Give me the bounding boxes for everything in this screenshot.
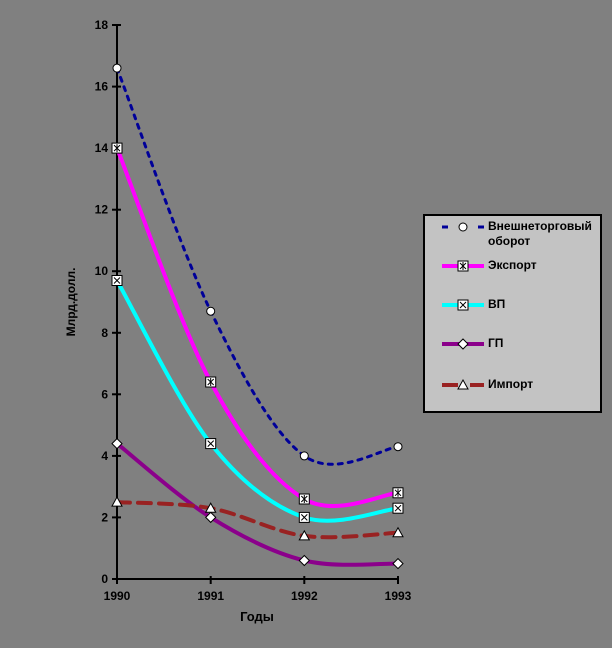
data-point-marker-circle-icon	[112, 63, 122, 73]
data-point-marker-circle-icon	[299, 451, 309, 461]
data-point-marker-star-square-icon	[457, 260, 469, 272]
legend-label: Экспорт	[488, 258, 537, 272]
legend-label: Импорт	[488, 377, 534, 391]
data-point-marker-circle-icon	[206, 306, 216, 316]
data-point-marker-triangle-icon	[298, 529, 311, 541]
data-point-marker-diamond-icon	[457, 338, 469, 350]
x-tick-label: 1992	[291, 589, 318, 603]
x-tick-label: 1991	[197, 589, 224, 603]
legend-entry-1: Внешнеторговый оборот	[442, 219, 598, 249]
legend-label: ГП	[488, 336, 504, 350]
data-point-marker-star-square-icon	[111, 142, 123, 154]
y-tick-label: 10	[95, 264, 109, 278]
series-line-4	[115, 441, 400, 567]
legend-sample-diamond-icon	[442, 338, 484, 350]
legend-sample-x-square-icon	[442, 299, 484, 311]
series-line-5	[115, 500, 400, 540]
data-point-marker-circle-icon	[458, 222, 468, 232]
data-point-marker-diamond-icon	[392, 557, 404, 570]
series-line-3	[115, 278, 400, 523]
y-axis-title: Млрд.долл.	[64, 268, 78, 337]
y-tick-label: 4	[101, 449, 108, 463]
series-line-2	[115, 146, 400, 509]
legend-sample-star-square-icon	[442, 260, 484, 272]
y-tick-label: 16	[95, 80, 109, 94]
chart-legend: Внешнеторговый оборот Экспорт ВП ГП Импорт	[423, 214, 602, 413]
data-point-marker-circle-icon	[393, 442, 403, 452]
series-line-1	[115, 66, 400, 466]
data-point-marker-x-square-icon	[392, 502, 404, 514]
data-point-marker-star-square-icon	[205, 376, 217, 388]
legend-label: Внешнеторговый оборот	[488, 219, 592, 248]
data-point-marker-triangle-icon	[204, 502, 217, 513]
data-point-marker-triangle-icon	[392, 526, 404, 538]
data-point-marker-star-square-icon	[392, 487, 404, 499]
legend-entry-4: ГП	[442, 336, 598, 352]
y-tick-label: 8	[101, 326, 108, 340]
data-point-marker-triangle-icon	[111, 496, 123, 507]
y-tick-label: 0	[101, 572, 108, 586]
data-point-marker-x-square-icon	[205, 438, 217, 450]
data-point-marker-star-square-icon	[298, 493, 310, 505]
legend-entry-3: ВП	[442, 297, 598, 313]
legend-label: ВП	[488, 297, 506, 311]
data-point-marker-x-square-icon	[457, 299, 469, 311]
legend-sample-triangle-icon	[442, 378, 484, 390]
y-tick-label: 6	[101, 387, 108, 401]
data-point-marker-triangle-icon	[457, 378, 469, 390]
data-point-marker-x-square-icon	[111, 275, 123, 286]
x-tick-label: 1990	[104, 589, 131, 603]
legend-entry-5: Импорт	[442, 377, 598, 393]
y-tick-label: 18	[95, 18, 109, 32]
data-point-marker-x-square-icon	[298, 511, 310, 523]
data-point-marker-diamond-icon	[111, 437, 123, 450]
legend-sample-circle-icon	[442, 222, 484, 232]
x-tick-label: 1993	[385, 589, 412, 603]
data-point-marker-diamond-icon	[204, 511, 217, 524]
data-point-marker-diamond-icon	[298, 554, 311, 567]
y-tick-label: 2	[101, 510, 108, 524]
y-tick-label: 14	[95, 141, 109, 155]
legend-entry-2: Экспорт	[442, 258, 598, 274]
y-tick-label: 12	[95, 203, 109, 217]
x-axis-title: Годы	[240, 609, 274, 624]
